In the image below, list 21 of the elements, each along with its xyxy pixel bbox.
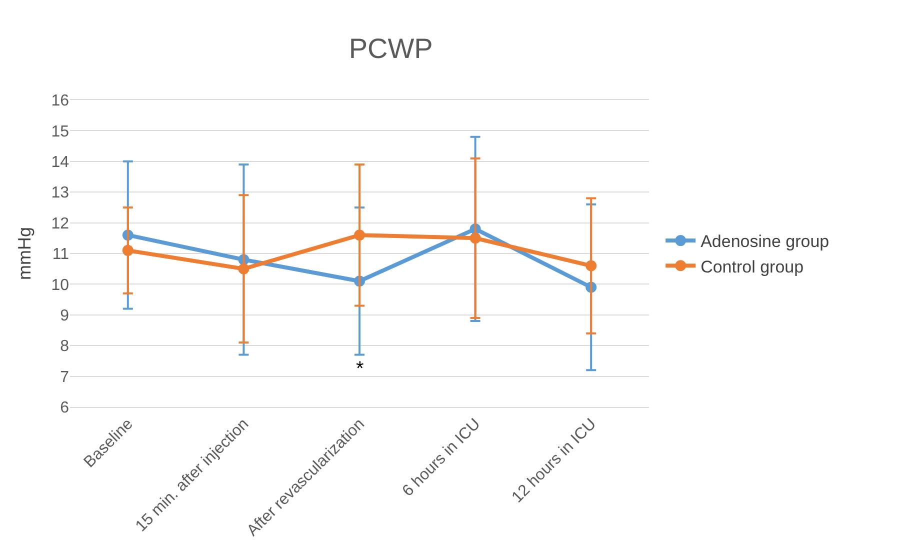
y-tick-label: 16: [51, 92, 70, 110]
y-tick-label: 12: [51, 215, 70, 232]
y-tick-label: 8: [60, 338, 70, 356]
y-tick-label: 15: [51, 123, 70, 140]
y-tick-label: 7: [60, 368, 70, 386]
y-axis-title: mmHg: [14, 227, 34, 280]
y-tick-label: 10: [51, 276, 70, 294]
legend-label: Control group: [700, 257, 804, 276]
legend-label: Adenosine group: [700, 232, 830, 252]
chart-title: PCWP: [348, 33, 433, 64]
annotation: *: [356, 358, 364, 380]
y-tick-label: 14: [51, 154, 70, 171]
point: [238, 263, 250, 274]
point: [586, 260, 597, 272]
y-tick-label: 6: [60, 400, 70, 417]
y-tick-label: 9: [60, 308, 70, 324]
point: [122, 244, 134, 256]
point: [354, 230, 365, 241]
y-tick-label: 13: [51, 184, 70, 202]
point: [470, 232, 481, 244]
y-tick-label: 11: [52, 246, 70, 264]
